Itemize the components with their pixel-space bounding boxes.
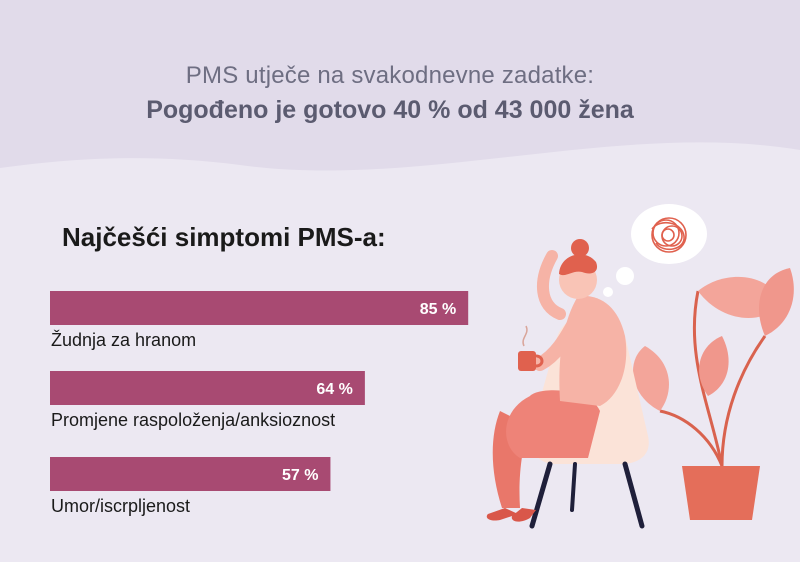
subtitle: PMS utječe na svakodnevne zadatke:	[185, 62, 595, 89]
woman-sitting-icon	[486, 239, 627, 522]
category-label-3: Umor/iscrpljenost	[51, 496, 190, 516]
thought-bubble-icon	[603, 204, 707, 297]
potted-plant-icon	[633, 268, 794, 520]
coffee-mug-icon	[518, 325, 544, 371]
bar-3	[50, 457, 331, 491]
scribble-icon	[651, 217, 687, 253]
bar-1	[50, 291, 469, 325]
page-title: Pogođeno je gotovo 40 % od 43 000 žena	[146, 96, 634, 124]
bar-value-label-3: 57 %	[282, 467, 318, 484]
chart-heading: Najčešći simptomi PMS-a:	[62, 222, 386, 252]
bar-value-label-2: 64 %	[316, 381, 352, 398]
category-label-2: Promjene raspoloženja/anksioznost	[51, 410, 335, 430]
bar-2	[50, 371, 365, 405]
category-label-1: Žudnja za hranom	[51, 330, 196, 350]
bar-value-label-1: 85 %	[420, 301, 456, 318]
woman-sitting-illustration	[486, 204, 794, 529]
